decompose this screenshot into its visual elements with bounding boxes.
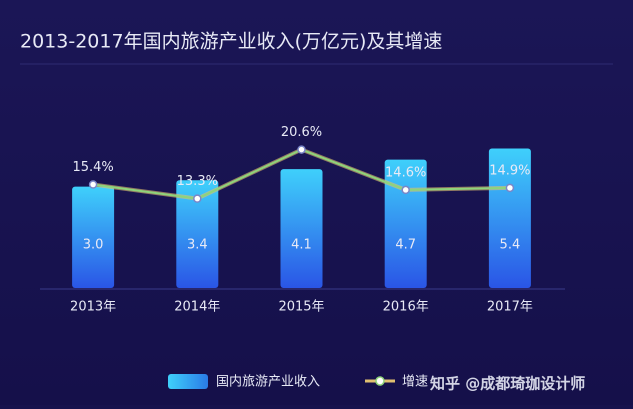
bar-label: 4.7: [395, 238, 416, 253]
x-tick-label: 2017年: [487, 300, 533, 315]
point-label: 14.6%: [385, 165, 426, 180]
point: [88, 180, 98, 189]
bar: [384, 159, 427, 288]
legend-label: 国内旅游产业收入: [216, 374, 320, 390]
point-label: 13.3%: [177, 174, 218, 189]
x-tick-label: 2016年: [383, 300, 429, 315]
point: [505, 183, 515, 193]
bar-label: 4.1: [291, 238, 312, 253]
watermark: 知乎 @成都琦珈设计师: [430, 375, 585, 393]
point-label: 20.6%: [281, 125, 322, 140]
x-tick-label: 2013年: [70, 300, 116, 315]
point: [193, 194, 202, 203]
bar: [280, 169, 323, 288]
legend-marker: [375, 376, 385, 386]
bar-label: 5.4: [500, 238, 521, 253]
point: [297, 145, 306, 154]
x-tick-label: 2014年: [174, 300, 220, 315]
point-label: 15.4%: [72, 160, 113, 175]
point: [401, 185, 410, 195]
chart-title: 2013-2017年国内旅游产业收入(万亿元)及其增速: [20, 31, 442, 53]
bar: [72, 186, 115, 288]
bar: [488, 148, 531, 288]
legend-swatch: [168, 374, 208, 389]
point-label: 14.9%: [489, 163, 530, 178]
legend-label: 增速: [402, 375, 428, 390]
bar-label: 3.0: [83, 238, 104, 253]
bar-label: 3.4: [187, 238, 208, 253]
x-tick-label: 2015年: [278, 300, 324, 315]
bar: [176, 180, 219, 288]
